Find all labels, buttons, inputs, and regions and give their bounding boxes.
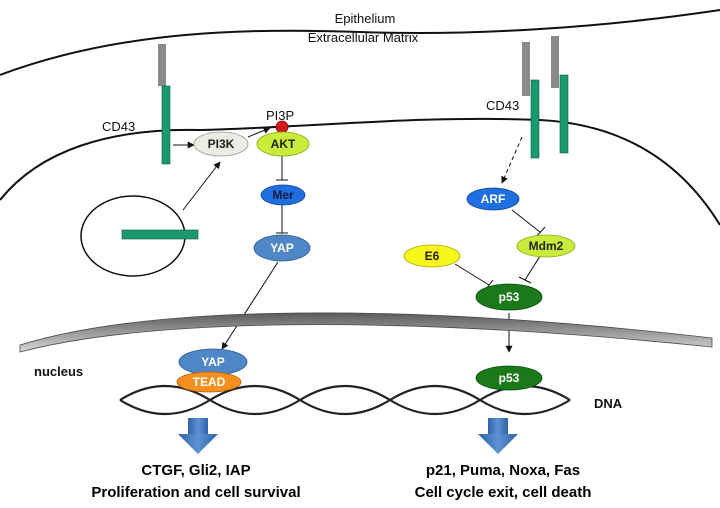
svg-text:p53: p53 <box>499 371 520 385</box>
inhibit-e6-p53-line <box>454 263 490 286</box>
cell-membrane <box>0 117 720 226</box>
dna-label: DNA <box>594 396 623 411</box>
arrow-vesicle-to-pi3k <box>182 161 221 211</box>
node-p53-nucleus: p53 <box>475 365 543 391</box>
cd43-bar-right-1 <box>530 79 540 159</box>
extracellular-matrix-label: Extracellular Matrix <box>308 30 419 45</box>
cd43-internalized-bar <box>121 229 199 240</box>
output-left-line1: CTGF, Gli2, IAP <box>141 462 250 479</box>
svg-text:AKT: AKT <box>271 137 296 151</box>
output-right-line1: p21, Puma, Noxa, Fas <box>426 462 580 479</box>
output-right-line2: Cell cycle exit, cell death <box>415 484 592 501</box>
cd43-label-left: CD43 <box>102 119 135 134</box>
inhibit-mdm2-p53-bar <box>518 276 532 284</box>
output-arrow-right <box>478 418 518 454</box>
node-yap: YAP <box>253 234 311 262</box>
receptor-gray-left <box>158 44 166 86</box>
svg-text:YAP: YAP <box>270 241 294 255</box>
receptor-gray-right-2 <box>551 36 559 88</box>
epithelium-label: Epithelium <box>335 11 396 26</box>
svg-text:PI3K: PI3K <box>208 137 235 151</box>
cd43-bar-right-2 <box>559 74 569 154</box>
node-mdm2: Mdm2 <box>516 234 576 258</box>
output-arrow-left <box>178 418 218 454</box>
node-mer: Mer <box>260 184 306 206</box>
dna-strand-2 <box>119 385 571 415</box>
nuclear-membrane <box>19 312 713 353</box>
epithelium-membrane <box>0 9 720 76</box>
svg-text:YAP: YAP <box>201 355 225 369</box>
node-akt: AKT <box>256 131 310 157</box>
nucleus-label: nucleus <box>34 364 83 379</box>
cd43-label-right: CD43 <box>486 98 519 113</box>
arrow-pi3k-to-akt <box>247 127 271 138</box>
dna-strand-1 <box>119 385 571 415</box>
node-yap-nucleus: YAP <box>178 348 248 376</box>
node-e6: E6 <box>403 244 461 268</box>
node-tead: TEAD <box>176 371 242 393</box>
node-arf: ARF <box>466 187 520 211</box>
cd43-bar-left <box>161 85 171 165</box>
arrow-yap-to-nucleus <box>221 261 279 350</box>
receptor-gray-right-1 <box>522 42 530 96</box>
svg-text:p53: p53 <box>499 290 520 304</box>
inhibit-arf-mdm2-line <box>511 209 541 233</box>
svg-text:Mer: Mer <box>272 188 294 202</box>
node-pi3k: PI3K <box>193 131 249 157</box>
svg-text:E6: E6 <box>425 249 440 263</box>
pi3p-label: PI3P <box>266 108 294 123</box>
svg-text:TEAD: TEAD <box>193 375 226 389</box>
svg-text:Mdm2: Mdm2 <box>529 239 564 253</box>
inhibit-mdm2-p53-line <box>524 255 541 281</box>
svg-text:ARF: ARF <box>481 192 506 206</box>
node-p53: p53 <box>475 283 543 311</box>
arrow-cd43-to-arf <box>501 136 523 184</box>
output-left-line2: Proliferation and cell survival <box>91 484 300 501</box>
